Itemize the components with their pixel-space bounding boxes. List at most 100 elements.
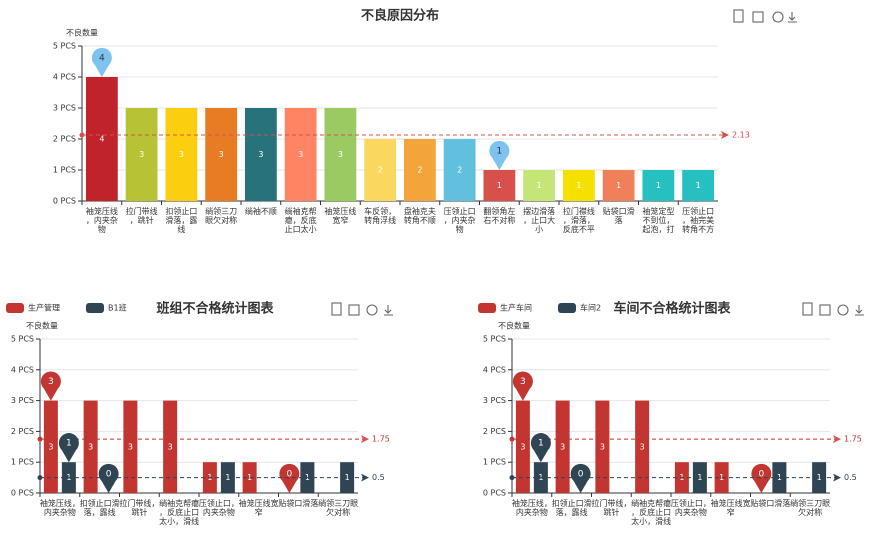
chart-title: 班组不合格统计图表	[156, 301, 274, 317]
x-tick-label: 压领止口，内夹杂物	[671, 498, 711, 517]
y-tick-label: 2 PCS	[11, 427, 34, 436]
data-view-icon[interactable]	[733, 9, 744, 23]
x-tick-label: 盘袖克夫转角不顺	[404, 206, 436, 225]
max-pin	[58, 433, 79, 463]
y-tick-label: 1 PCS	[11, 458, 34, 467]
y-tick-label: 1 PCS	[483, 458, 506, 467]
bar	[635, 400, 650, 493]
toolbox[interactable]	[733, 9, 797, 23]
min-pin-label: 0	[759, 470, 765, 480]
restore-icon[interactable]	[772, 11, 784, 23]
average-start	[37, 475, 43, 481]
average-label: 0.5	[372, 473, 385, 482]
max-pin-label: 3	[48, 377, 54, 387]
bar-value-label: 3	[219, 150, 224, 159]
bar	[165, 108, 198, 201]
bar-value-label: 1	[345, 473, 350, 482]
y-axis-label: 不良数量	[26, 321, 58, 331]
y-tick-label: 4 PCS	[11, 365, 34, 374]
x-tick-label: 压领止口，内夹杂物	[444, 206, 476, 234]
max-pin	[40, 371, 61, 401]
x-tick-label: 贴袋口滑落	[603, 206, 635, 225]
bar-value-label: 3	[139, 150, 144, 159]
legend-swatch	[86, 303, 104, 313]
bar-value-label: 3	[128, 442, 133, 451]
y-axis-label: 不良数量	[66, 28, 98, 38]
bar	[220, 462, 235, 493]
x-tick-label: 扣领止口滑落，露线	[165, 206, 197, 234]
x-tick-label: 扣领止口滑落，露线	[552, 498, 592, 517]
x-tick-label: 绱领三刀眼欠对称	[790, 498, 830, 517]
bar-value-label: 1	[696, 181, 701, 190]
bar-value-label: 1	[719, 473, 724, 482]
y-axis-label: 不良数量	[498, 321, 530, 331]
x-tick-label: 翻领角左右不对称	[483, 206, 515, 225]
x-tick-label: 压领止口，内夹杂物	[199, 498, 239, 517]
x-tick-label: 贴袋口滑落	[750, 498, 790, 508]
y-tick-label: 4 PCS	[483, 365, 506, 374]
restore-icon[interactable]	[366, 304, 378, 316]
bar	[443, 139, 476, 201]
bar-value-label: 1	[817, 473, 822, 482]
bar	[682, 170, 715, 201]
legend-swatch	[558, 303, 576, 313]
x-tick-label: 拉门带线，跳针	[119, 498, 159, 517]
max-pin	[91, 47, 112, 77]
average-start	[509, 475, 515, 481]
x-tick-label: 袖笼压线，内夹杂物	[512, 498, 552, 517]
bar-switch-icon[interactable]	[348, 304, 360, 316]
y-tick-label: 2 PCS	[53, 135, 76, 144]
x-tick-label: 袖笼压线宽窄	[711, 498, 751, 517]
save-icon[interactable]	[855, 305, 864, 316]
min-pin-label: 0	[578, 470, 584, 480]
save-icon[interactable]	[384, 305, 393, 316]
min-pin-label: 0	[287, 470, 293, 480]
bar	[595, 400, 610, 493]
x-tick-label: 扣领止口滑落，露线	[80, 498, 120, 517]
bar-value-label: 3	[258, 150, 263, 159]
max-pin-label: 4	[99, 54, 105, 64]
max-pin-label: 1	[66, 439, 72, 449]
x-tick-label: 袖笼定型不到位，起泡，打	[642, 206, 674, 234]
bar-value-label: 2	[457, 166, 462, 175]
bar	[284, 108, 317, 201]
bar-value-label: 3	[179, 150, 184, 159]
x-tick-label: 绱领三刀眼欠对称	[205, 206, 237, 225]
legend-swatch	[6, 303, 24, 313]
bar	[403, 139, 436, 201]
bar-value-label: 1	[576, 181, 581, 190]
min-pin-label: 0	[106, 470, 112, 480]
x-tick-label: 车反领，转角浮线	[364, 206, 396, 225]
bar	[324, 108, 357, 201]
bar-switch-icon[interactable]	[752, 11, 764, 23]
bar-value-label: 3	[520, 442, 525, 451]
data-view-icon[interactable]	[802, 302, 813, 316]
bar-value-label: 3	[600, 442, 605, 451]
y-tick-label: 0 PCS	[483, 489, 506, 498]
y-tick-label: 0 PCS	[53, 197, 76, 206]
save-icon[interactable]	[788, 12, 797, 23]
bar	[812, 462, 827, 493]
average-label: 0.5	[844, 473, 857, 482]
bar-value-label: 2	[378, 166, 383, 175]
bar-value-label: 1	[697, 473, 702, 482]
bar	[523, 170, 556, 201]
bar-value-label: 3	[48, 442, 53, 451]
x-tick-label: 摆边滑落，止口大小	[523, 206, 555, 234]
bar-value-label: 2	[417, 166, 422, 175]
bar-value-label: 1	[656, 181, 661, 190]
min-pin	[279, 463, 300, 493]
bar-switch-icon[interactable]	[819, 304, 831, 316]
toolbox[interactable]	[802, 302, 864, 316]
bar-value-label: 1	[497, 181, 502, 190]
y-tick-label: 3 PCS	[11, 396, 34, 405]
toolbox[interactable]	[331, 302, 393, 316]
legend-label: 生产车间	[500, 303, 532, 313]
data-view-icon[interactable]	[331, 302, 342, 316]
restore-icon[interactable]	[837, 304, 849, 316]
bar	[515, 400, 530, 493]
x-tick-label: 绱袖克帮瘪，反底止口太小，滑线	[159, 498, 199, 526]
x-tick-label: 压领止口，袖完美转角不方	[682, 206, 714, 234]
bar-value-label: 4	[99, 135, 104, 144]
bar	[163, 400, 178, 493]
